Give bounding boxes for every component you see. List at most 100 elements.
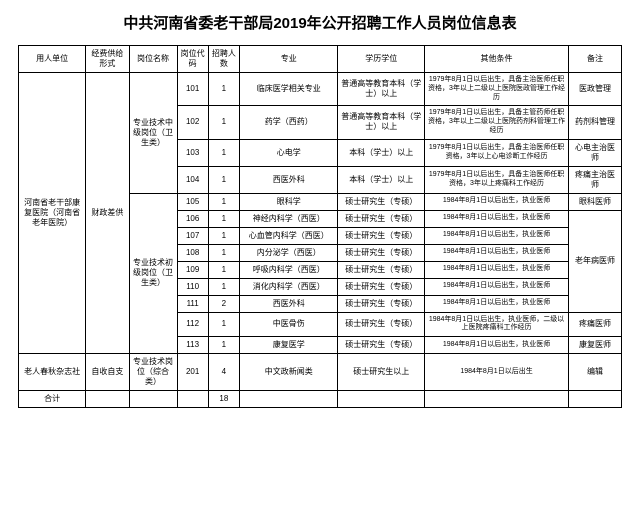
cell-major: 内分泌学（西医） <box>239 244 337 261</box>
cell-total-count: 18 <box>208 391 239 408</box>
cell-edu: 硕士研究生（专硕） <box>338 210 424 227</box>
cell-count: 1 <box>208 312 239 337</box>
cell-cond: 1984年8月1日以后出生，执业医师，二级以上医院疼痛科工作经历 <box>424 312 568 337</box>
cell-count: 1 <box>208 193 239 210</box>
cell-edu: 硕士研究生（专硕） <box>338 193 424 210</box>
cell-code: 101 <box>177 73 208 106</box>
cell-empty <box>239 391 337 408</box>
cell-empty <box>177 391 208 408</box>
cell-major: 神经内科学（西医） <box>239 210 337 227</box>
cell-fund: 财政差供 <box>86 73 129 354</box>
cell-note: 编辑 <box>569 354 622 391</box>
table-row: 老人春秋杂志社 自收自支 专业技术岗位（综合类） 201 4 中文政新闻类 硕士… <box>19 354 622 391</box>
cell-code: 109 <box>177 261 208 278</box>
cell-empty <box>569 391 622 408</box>
cell-cond: 1984年8月1日以后出生，执业医师 <box>424 227 568 244</box>
cell-major: 心电学 <box>239 139 337 166</box>
cell-cond: 1979年8月1日以后出生，具备主治医师任职资格，3年以上心电诊断工作经历 <box>424 139 568 166</box>
cell-count: 4 <box>208 354 239 391</box>
cell-major: 药学（西药） <box>239 106 337 139</box>
th-count: 招聘人数 <box>208 46 239 73</box>
cell-edu: 硕士研究生以上 <box>338 354 424 391</box>
cell-count: 1 <box>208 166 239 193</box>
cell-cond: 1984年8月1日以后出生，执业医师 <box>424 193 568 210</box>
cell-code: 104 <box>177 166 208 193</box>
cell-note: 眼科医师 <box>569 193 622 210</box>
cell-cond: 1984年8月1日以后出生，执业医师 <box>424 295 568 312</box>
cell-total-label: 合计 <box>19 391 86 408</box>
cell-code: 112 <box>177 312 208 337</box>
th-major: 专业 <box>239 46 337 73</box>
cell-empty <box>86 391 129 408</box>
cell-cond: 1979年8月1日以后出生，具备主治医师任职资格，3年以上二级以上医院医政管理工… <box>424 73 568 106</box>
th-note: 备注 <box>569 46 622 73</box>
cell-edu: 本科（学士）以上 <box>338 166 424 193</box>
cell-edu: 硕士研究生（专硕） <box>338 261 424 278</box>
cell-cond: 1984年8月1日以后出生，执业医师 <box>424 278 568 295</box>
cell-edu: 硕士研究生（专硕） <box>338 312 424 337</box>
cell-count: 1 <box>208 227 239 244</box>
cell-count: 1 <box>208 210 239 227</box>
cell-count: 1 <box>208 337 239 354</box>
cell-major: 消化内科学（西医） <box>239 278 337 295</box>
cell-empty <box>338 391 424 408</box>
th-code: 岗位代码 <box>177 46 208 73</box>
cell-count: 1 <box>208 244 239 261</box>
cell-count: 2 <box>208 295 239 312</box>
cell-code: 102 <box>177 106 208 139</box>
cell-count: 1 <box>208 261 239 278</box>
cell-cond: 1984年8月1日以后出生 <box>424 354 568 391</box>
page-title: 中共河南省委老干部局2019年公开招聘工作人员岗位信息表 <box>18 12 622 33</box>
cell-cond: 1984年8月1日以后出生，执业医师 <box>424 261 568 278</box>
cell-note: 疼痛主治医师 <box>569 166 622 193</box>
cell-note: 心电主治医师 <box>569 139 622 166</box>
cell-edu: 普通高等教育本科（学士）以上 <box>338 73 424 106</box>
cell-major: 西医外科 <box>239 295 337 312</box>
cell-major: 眼科学 <box>239 193 337 210</box>
th-fund: 经费供给形式 <box>86 46 129 73</box>
cell-code: 103 <box>177 139 208 166</box>
table-row: 河南省老干部康复医院（河南省老年医院） 财政差供 专业技术中级岗位（卫生类） 1… <box>19 73 622 106</box>
cell-post: 专业技术岗位（综合类） <box>129 354 177 391</box>
cell-empty <box>424 391 568 408</box>
th-cond: 其他条件 <box>424 46 568 73</box>
cell-unit: 老人春秋杂志社 <box>19 354 86 391</box>
cell-count: 1 <box>208 139 239 166</box>
cell-count: 1 <box>208 278 239 295</box>
th-unit: 用人单位 <box>19 46 86 73</box>
cell-code: 113 <box>177 337 208 354</box>
table-header-row: 用人单位 经费供给形式 岗位名称 岗位代码 招聘人数 专业 学历学位 其他条件 … <box>19 46 622 73</box>
cell-code: 110 <box>177 278 208 295</box>
cell-code: 108 <box>177 244 208 261</box>
table-total-row: 合计 18 <box>19 391 622 408</box>
cell-empty <box>129 391 177 408</box>
cell-major: 心血管内科学（西医） <box>239 227 337 244</box>
cell-cond: 1979年8月1日以后出生，具备主管药师任职资格，3年以上二级以上医院药剂科管理… <box>424 106 568 139</box>
cell-count: 1 <box>208 73 239 106</box>
cell-fund: 自收自支 <box>86 354 129 391</box>
cell-cond: 1984年8月1日以后出生，执业医师 <box>424 337 568 354</box>
cell-major: 西医外科 <box>239 166 337 193</box>
cell-major: 临床医学相关专业 <box>239 73 337 106</box>
cell-code: 111 <box>177 295 208 312</box>
job-table: 用人单位 经费供给形式 岗位名称 岗位代码 招聘人数 专业 学历学位 其他条件 … <box>18 45 622 408</box>
cell-cond: 1984年8月1日以后出生，执业医师 <box>424 210 568 227</box>
th-edu: 学历学位 <box>338 46 424 73</box>
cell-post-mid: 专业技术中级岗位（卫生类） <box>129 73 177 194</box>
cell-edu: 硕士研究生（专硕） <box>338 244 424 261</box>
cell-note: 药剂科管理 <box>569 106 622 139</box>
cell-edu: 硕士研究生（专硕） <box>338 295 424 312</box>
cell-cond: 1984年8月1日以后出生，执业医师 <box>424 244 568 261</box>
cell-note: 医政管理 <box>569 73 622 106</box>
cell-code: 105 <box>177 193 208 210</box>
cell-unit: 河南省老干部康复医院（河南省老年医院） <box>19 73 86 354</box>
cell-note: 疼痛医师 <box>569 312 622 337</box>
cell-major: 呼吸内科学（西医） <box>239 261 337 278</box>
cell-edu: 本科（学士）以上 <box>338 139 424 166</box>
cell-code: 106 <box>177 210 208 227</box>
cell-major: 中医骨伤 <box>239 312 337 337</box>
cell-cond: 1979年8月1日以后出生，具备主治医师任职资格，3年以上疼痛科工作经历 <box>424 166 568 193</box>
cell-note-elder: 老年病医师 <box>569 210 622 312</box>
cell-code: 107 <box>177 227 208 244</box>
cell-post-jr: 专业技术初级岗位（卫生类） <box>129 193 177 354</box>
